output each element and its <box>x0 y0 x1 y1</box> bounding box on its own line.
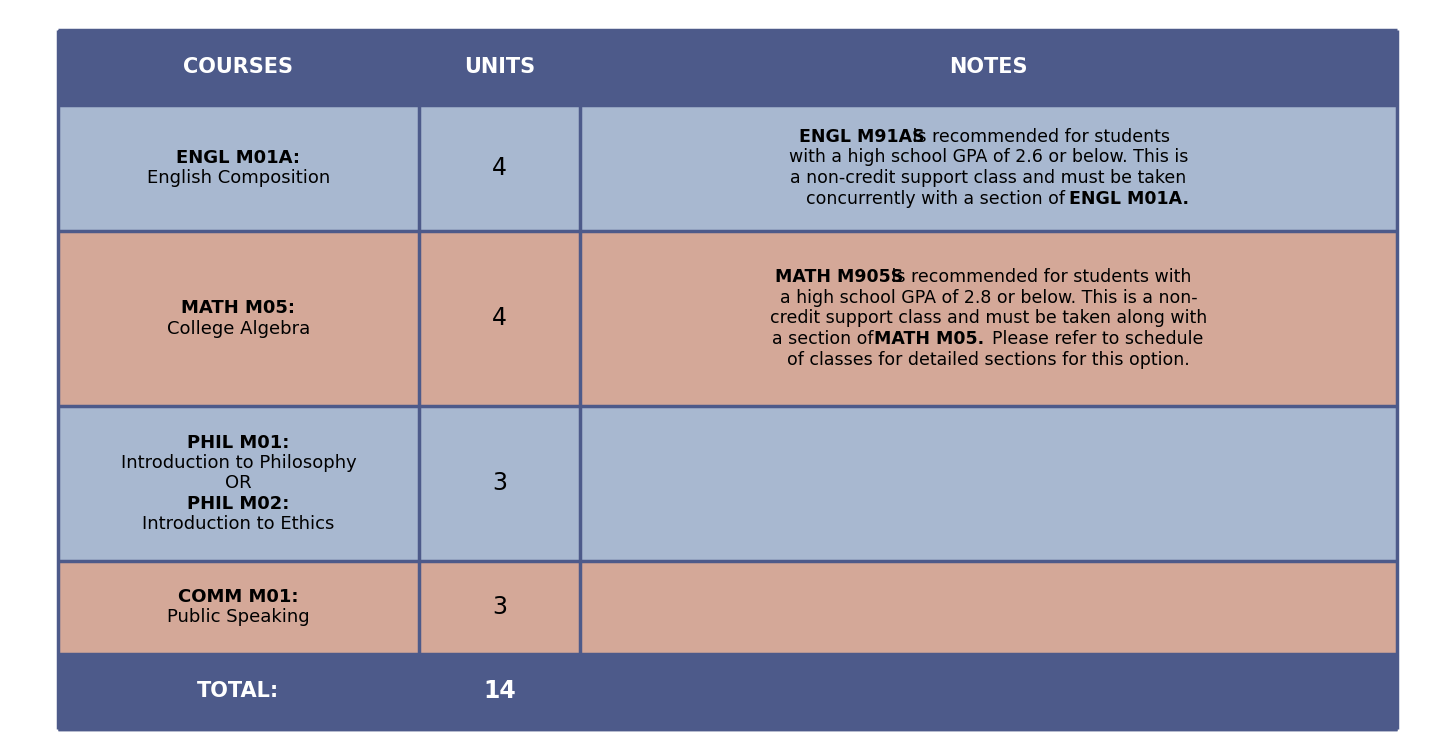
Text: Introduction to Philosophy: Introduction to Philosophy <box>121 455 356 472</box>
Text: Introduction to Ethics: Introduction to Ethics <box>143 515 334 533</box>
Bar <box>580 30 1397 105</box>
Text: 4: 4 <box>492 307 507 330</box>
Text: OR: OR <box>225 475 252 493</box>
Text: ENGL M91AS: ENGL M91AS <box>799 127 924 146</box>
Bar <box>58 231 419 406</box>
Text: is recommended for students: is recommended for students <box>907 127 1171 146</box>
Text: 14: 14 <box>484 679 516 704</box>
Text: MATH M905S: MATH M905S <box>775 268 903 286</box>
Bar <box>419 560 580 654</box>
Bar <box>58 654 419 729</box>
Bar <box>419 105 580 231</box>
Text: a high school GPA of 2.8 or below. This is a non-: a high school GPA of 2.8 or below. This … <box>779 289 1197 307</box>
Text: PHIL M01:: PHIL M01: <box>187 434 289 452</box>
Bar <box>58 105 419 231</box>
Text: College Algebra: College Algebra <box>167 319 310 338</box>
Text: English Composition: English Composition <box>147 169 330 187</box>
Bar <box>58 406 419 560</box>
Text: COMM M01:: COMM M01: <box>179 589 298 606</box>
Bar <box>580 406 1397 560</box>
Bar <box>58 560 419 654</box>
Text: a section of: a section of <box>772 330 878 348</box>
Text: of classes for detailed sections for this option.: of classes for detailed sections for thi… <box>788 351 1189 369</box>
Bar <box>580 654 1397 729</box>
Bar <box>58 30 419 105</box>
Text: 4: 4 <box>492 155 507 180</box>
Text: 3: 3 <box>492 595 507 619</box>
Text: is recommended for students with: is recommended for students with <box>886 268 1191 286</box>
Text: TOTAL:: TOTAL: <box>197 682 279 702</box>
Text: with a high school GPA of 2.6 or below. This is: with a high school GPA of 2.6 or below. … <box>789 148 1188 167</box>
Bar <box>419 30 580 105</box>
Text: Please refer to schedule: Please refer to schedule <box>982 330 1204 348</box>
Bar <box>419 654 580 729</box>
Text: NOTES: NOTES <box>949 57 1028 77</box>
Text: PHIL M02:: PHIL M02: <box>187 495 289 513</box>
Bar <box>419 406 580 560</box>
Text: 3: 3 <box>492 472 507 496</box>
Text: ENGL M01A:: ENGL M01A: <box>176 149 301 167</box>
Bar <box>580 560 1397 654</box>
Text: ENGL M01A.: ENGL M01A. <box>1068 190 1189 208</box>
Text: concurrently with a section of: concurrently with a section of <box>806 190 1070 208</box>
Bar <box>419 231 580 406</box>
Bar <box>580 231 1397 406</box>
Text: a non-credit support class and must be taken: a non-credit support class and must be t… <box>791 169 1187 187</box>
Text: COURSES: COURSES <box>183 57 294 77</box>
Text: MATH M05:: MATH M05: <box>181 299 295 318</box>
Text: credit support class and must be taken along with: credit support class and must be taken a… <box>770 310 1207 327</box>
Text: MATH M05.: MATH M05. <box>874 330 985 348</box>
Text: UNITS: UNITS <box>464 57 536 77</box>
Bar <box>580 105 1397 231</box>
Text: Public Speaking: Public Speaking <box>167 609 310 626</box>
